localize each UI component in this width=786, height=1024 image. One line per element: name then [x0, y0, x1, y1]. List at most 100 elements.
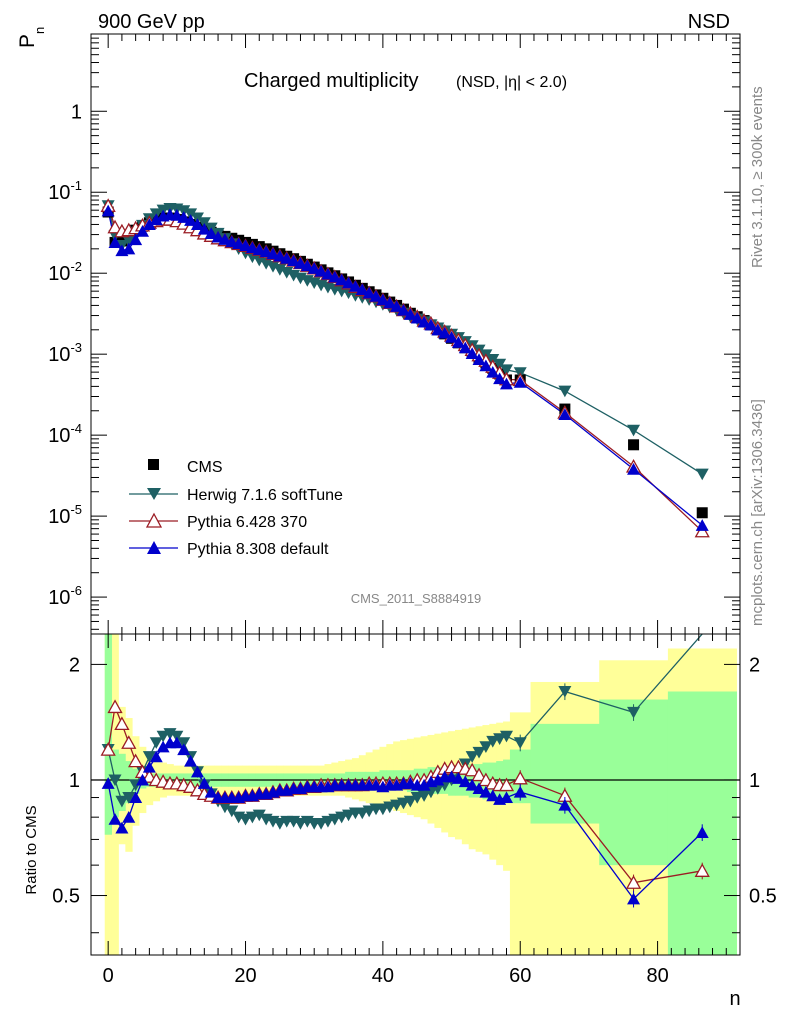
ratio-point-py8 [156, 740, 170, 753]
main-point-py8 [472, 353, 486, 366]
ratio-point-herwig [403, 795, 417, 808]
ylabel-main-text: P [16, 34, 39, 48]
ylabel-main-subscript: n [32, 27, 47, 34]
ratio-point-py8 [122, 810, 136, 823]
ratio-point-herwig [499, 730, 513, 743]
main-point-py8 [458, 341, 472, 354]
ratio-point-py8 [417, 778, 431, 791]
ratio-point-py8 [197, 777, 211, 789]
ratio-point-herwig [479, 741, 493, 753]
main-panel: 1 10-1 10-2 10-3 10-4 10-5 10-6 [48, 33, 741, 635]
main-point-py6 [107, 219, 123, 234]
main-axes: 1 10-1 10-2 10-3 10-4 10-5 10-6 [48, 33, 741, 635]
main-point-py8 [300, 259, 314, 272]
ratio-point-py6 [512, 770, 528, 785]
ratio-series-py8 [101, 736, 709, 908]
main-point-py8 [335, 273, 349, 286]
header-right: NSD [688, 11, 730, 33]
main-line-py8 [107, 210, 703, 526]
ratio-point-py6 [121, 735, 137, 749]
main-ytick-label: 10-4 [48, 421, 82, 447]
ratio-frame [90, 633, 741, 956]
ratio-point-herwig [472, 746, 486, 759]
main-ytick-label: 10-6 [48, 583, 82, 609]
legend: CMS Herwig 7.1.6 softTune Pythia 6.428 3… [129, 459, 343, 558]
ratio-point-py8 [465, 778, 479, 791]
ratio-xtick-label: 80 [646, 965, 668, 987]
main-point-py8 [558, 408, 572, 420]
main-point-py8 [307, 262, 321, 274]
main-point-py8 [390, 300, 404, 312]
legend-label-herwig: Herwig 7.1.6 softTune [187, 487, 343, 504]
ratio-point-herwig [218, 801, 232, 814]
main-point-py8 [101, 204, 115, 217]
main-point-py8 [383, 296, 397, 309]
ratio-ytick-label-left: 0.5 [52, 886, 80, 908]
ratio-ytick-label-left: 2 [69, 654, 80, 676]
legend-marker-py8 [147, 541, 161, 554]
ratio-point-py8 [472, 782, 486, 795]
main-point-py8 [342, 276, 356, 289]
main-point-py8 [287, 254, 301, 267]
ratio-xtick-label: 60 [509, 965, 531, 987]
ratio-point-herwig [417, 790, 431, 802]
main-data-layer [100, 198, 710, 538]
main-point-py8 [438, 326, 452, 339]
ratio-point-py8 [129, 791, 143, 804]
main-point-py8 [266, 247, 280, 260]
ratio-point-py8 [149, 750, 163, 763]
main-point-herwig [273, 264, 287, 276]
main-point-py8 [410, 311, 424, 324]
legend-label-py6: Pythia 6.428 370 [187, 514, 307, 531]
ratio-point-herwig [170, 730, 184, 743]
ratio-point-herwig [627, 706, 641, 719]
ratio-point-py8 [177, 743, 191, 756]
ratio-point-py6 [100, 742, 116, 756]
rivet-version-label: Rivet 3.1.10, ≥ 300k events [749, 86, 766, 268]
ratio-point-py8 [170, 736, 184, 749]
main-point-py8 [465, 347, 479, 360]
xlabel: n [729, 988, 740, 1010]
main-point-py8 [149, 213, 163, 226]
main-ytick-label: 10-1 [48, 178, 82, 204]
main-point-herwig [499, 364, 513, 377]
analysis-tag: CMS_2011_S8884919 [351, 591, 482, 606]
ratio-point-py8 [115, 821, 129, 834]
ylabel-main: P n [16, 27, 47, 48]
band-inner [599, 699, 669, 866]
main-point-py8 [293, 257, 307, 269]
ratio-point-py6 [471, 767, 487, 782]
ratio-point-py8 [142, 760, 156, 773]
main-point-py8 [695, 519, 709, 531]
main-ytick-label: 10-5 [48, 502, 82, 528]
ratio-point-py6 [464, 762, 480, 777]
ratio-axes: 2 2 1 1 0.5 0.5 0 20 40 60 80 [52, 633, 777, 987]
ratio-point-py8 [204, 785, 218, 798]
band-inner [125, 761, 133, 804]
ratio-point-herwig [108, 774, 122, 787]
ratio-point-herwig [513, 737, 527, 749]
main-point-herwig [122, 235, 136, 248]
ratio-point-py8 [108, 813, 122, 825]
ratio-point-py6 [694, 863, 710, 877]
ratio-point-py8 [101, 777, 115, 789]
band-inner [104, 634, 113, 835]
ratio-xtick-label: 0 [103, 965, 114, 987]
main-point-py8 [513, 376, 527, 388]
main-ytick-label: 10-3 [48, 340, 82, 366]
main-line-py6 [107, 205, 703, 532]
ratio-point-py8 [136, 773, 150, 786]
legend-label-cms: CMS [187, 459, 223, 476]
main-point-herwig [695, 468, 709, 481]
main-point-py8 [445, 331, 459, 343]
ratio-ytick-label-right: 1 [749, 770, 760, 792]
ratio-point-py6 [128, 753, 144, 768]
main-point-py8 [177, 211, 191, 223]
main-point-py8 [348, 280, 362, 292]
ratio-point-herwig [558, 685, 572, 698]
legend-marker-cms [148, 459, 159, 470]
main-point-py8 [403, 308, 417, 320]
ratio-ytick-label-right: 0.5 [749, 886, 777, 908]
main-point-py8 [184, 214, 198, 226]
main-point-py8 [417, 315, 431, 328]
